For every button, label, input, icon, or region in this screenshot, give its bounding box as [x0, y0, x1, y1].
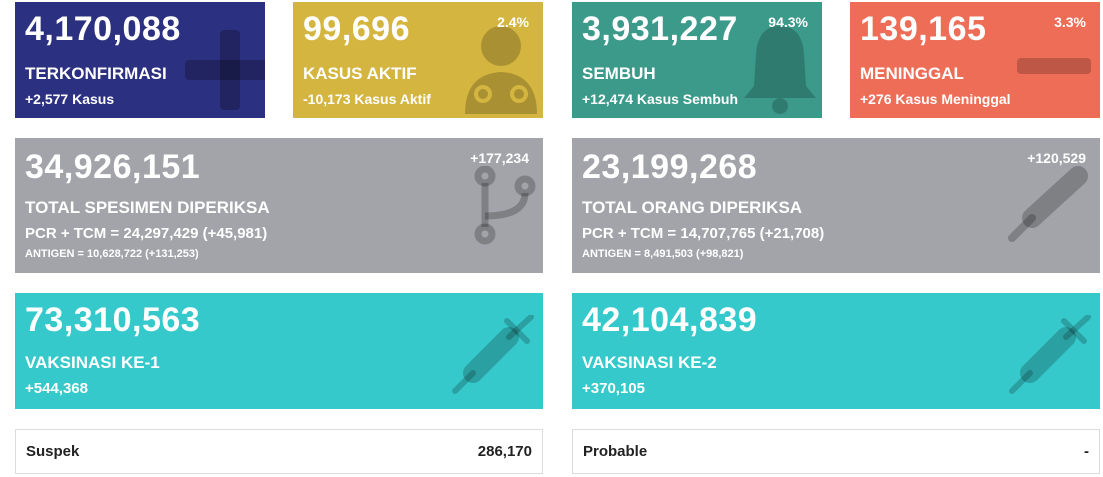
percent: 3.3% [1054, 14, 1086, 30]
confirmed-card: 4,170,088 TERKONFIRMASI +2,577 Kasus [15, 2, 265, 118]
label: TOTAL SPESIMEN DIPERIKSA [25, 198, 270, 217]
pcr: PCR + TCM = 14,707,765 (+21,708) [582, 225, 825, 242]
change: +120,529 [1027, 150, 1086, 166]
value: - [1084, 443, 1089, 460]
recovered-card: 94.3% 3,931,227 SEMBUH +12,474 Kasus Sem… [572, 2, 822, 118]
label: VAKSINASI KE-2 [582, 353, 717, 372]
deaths-card: 3.3% 139,165 MENINGGAL +276 Kasus Mening… [850, 2, 1100, 118]
syringe-icon [1009, 315, 1091, 394]
specimen-card: +177,234 34,926,151 TOTAL SPESIMEN DIPER… [15, 138, 543, 273]
suspect-row: Suspek 286,170 [15, 429, 543, 474]
doctor-icon [465, 26, 537, 114]
value: 139,165 [860, 10, 987, 48]
change: +276 Kasus Meninggal [860, 91, 1011, 107]
active-card: 2.4% 99,696 KASUS AKTIF -10,173 Kasus Ak… [293, 2, 543, 118]
plus-icon [185, 30, 265, 110]
vaccine2-card: 42,104,839 VAKSINASI KE-2 +370,105 [572, 293, 1100, 409]
change: +370,105 [582, 380, 645, 397]
value: 23,199,268 [582, 148, 758, 186]
value: 99,696 [303, 10, 410, 48]
thermometer-icon [1008, 166, 1088, 242]
bell-icon [744, 26, 816, 114]
value: 42,104,839 [582, 301, 758, 339]
label: TOTAL ORANG DIPERIKSA [582, 198, 803, 217]
label: TERKONFIRMASI [25, 64, 167, 83]
value: 286,170 [477, 443, 532, 460]
minus-icon [1017, 58, 1091, 74]
change: +544,368 [25, 380, 88, 397]
percent: 94.3% [768, 14, 808, 30]
people-card: +120,529 23,199,268 TOTAL ORANG DIPERIKS… [572, 138, 1100, 273]
label: Suspek [26, 443, 80, 460]
label: VAKSINASI KE-1 [25, 353, 160, 372]
label: SEMBUH [582, 64, 656, 83]
vaccine1-card: 73,310,563 VAKSINASI KE-1 +544,368 [15, 293, 543, 409]
probable-row: Probable - [572, 429, 1100, 474]
change: +12,474 Kasus Sembuh [582, 91, 739, 107]
value: 4,170,088 [25, 10, 181, 48]
label: KASUS AKTIF [303, 64, 417, 83]
change: +2,577 Kasus [25, 91, 115, 107]
antigen: ANTIGEN = 8,491,503 (+98,821) [582, 248, 744, 260]
change: +177,234 [470, 150, 529, 166]
syringe-icon [452, 315, 534, 394]
value: 3,931,227 [582, 10, 738, 48]
value: 34,926,151 [25, 148, 201, 186]
pcr: PCR + TCM = 24,297,429 (+45,981) [25, 225, 268, 242]
value: 73,310,563 [25, 301, 201, 339]
antigen: ANTIGEN = 10,628,722 (+131,253) [25, 248, 199, 260]
branch-icon [474, 166, 536, 245]
label: MENINGGAL [860, 64, 964, 83]
label: Probable [583, 443, 648, 460]
change: -10,173 Kasus Aktif [303, 91, 431, 107]
percent: 2.4% [497, 14, 529, 30]
